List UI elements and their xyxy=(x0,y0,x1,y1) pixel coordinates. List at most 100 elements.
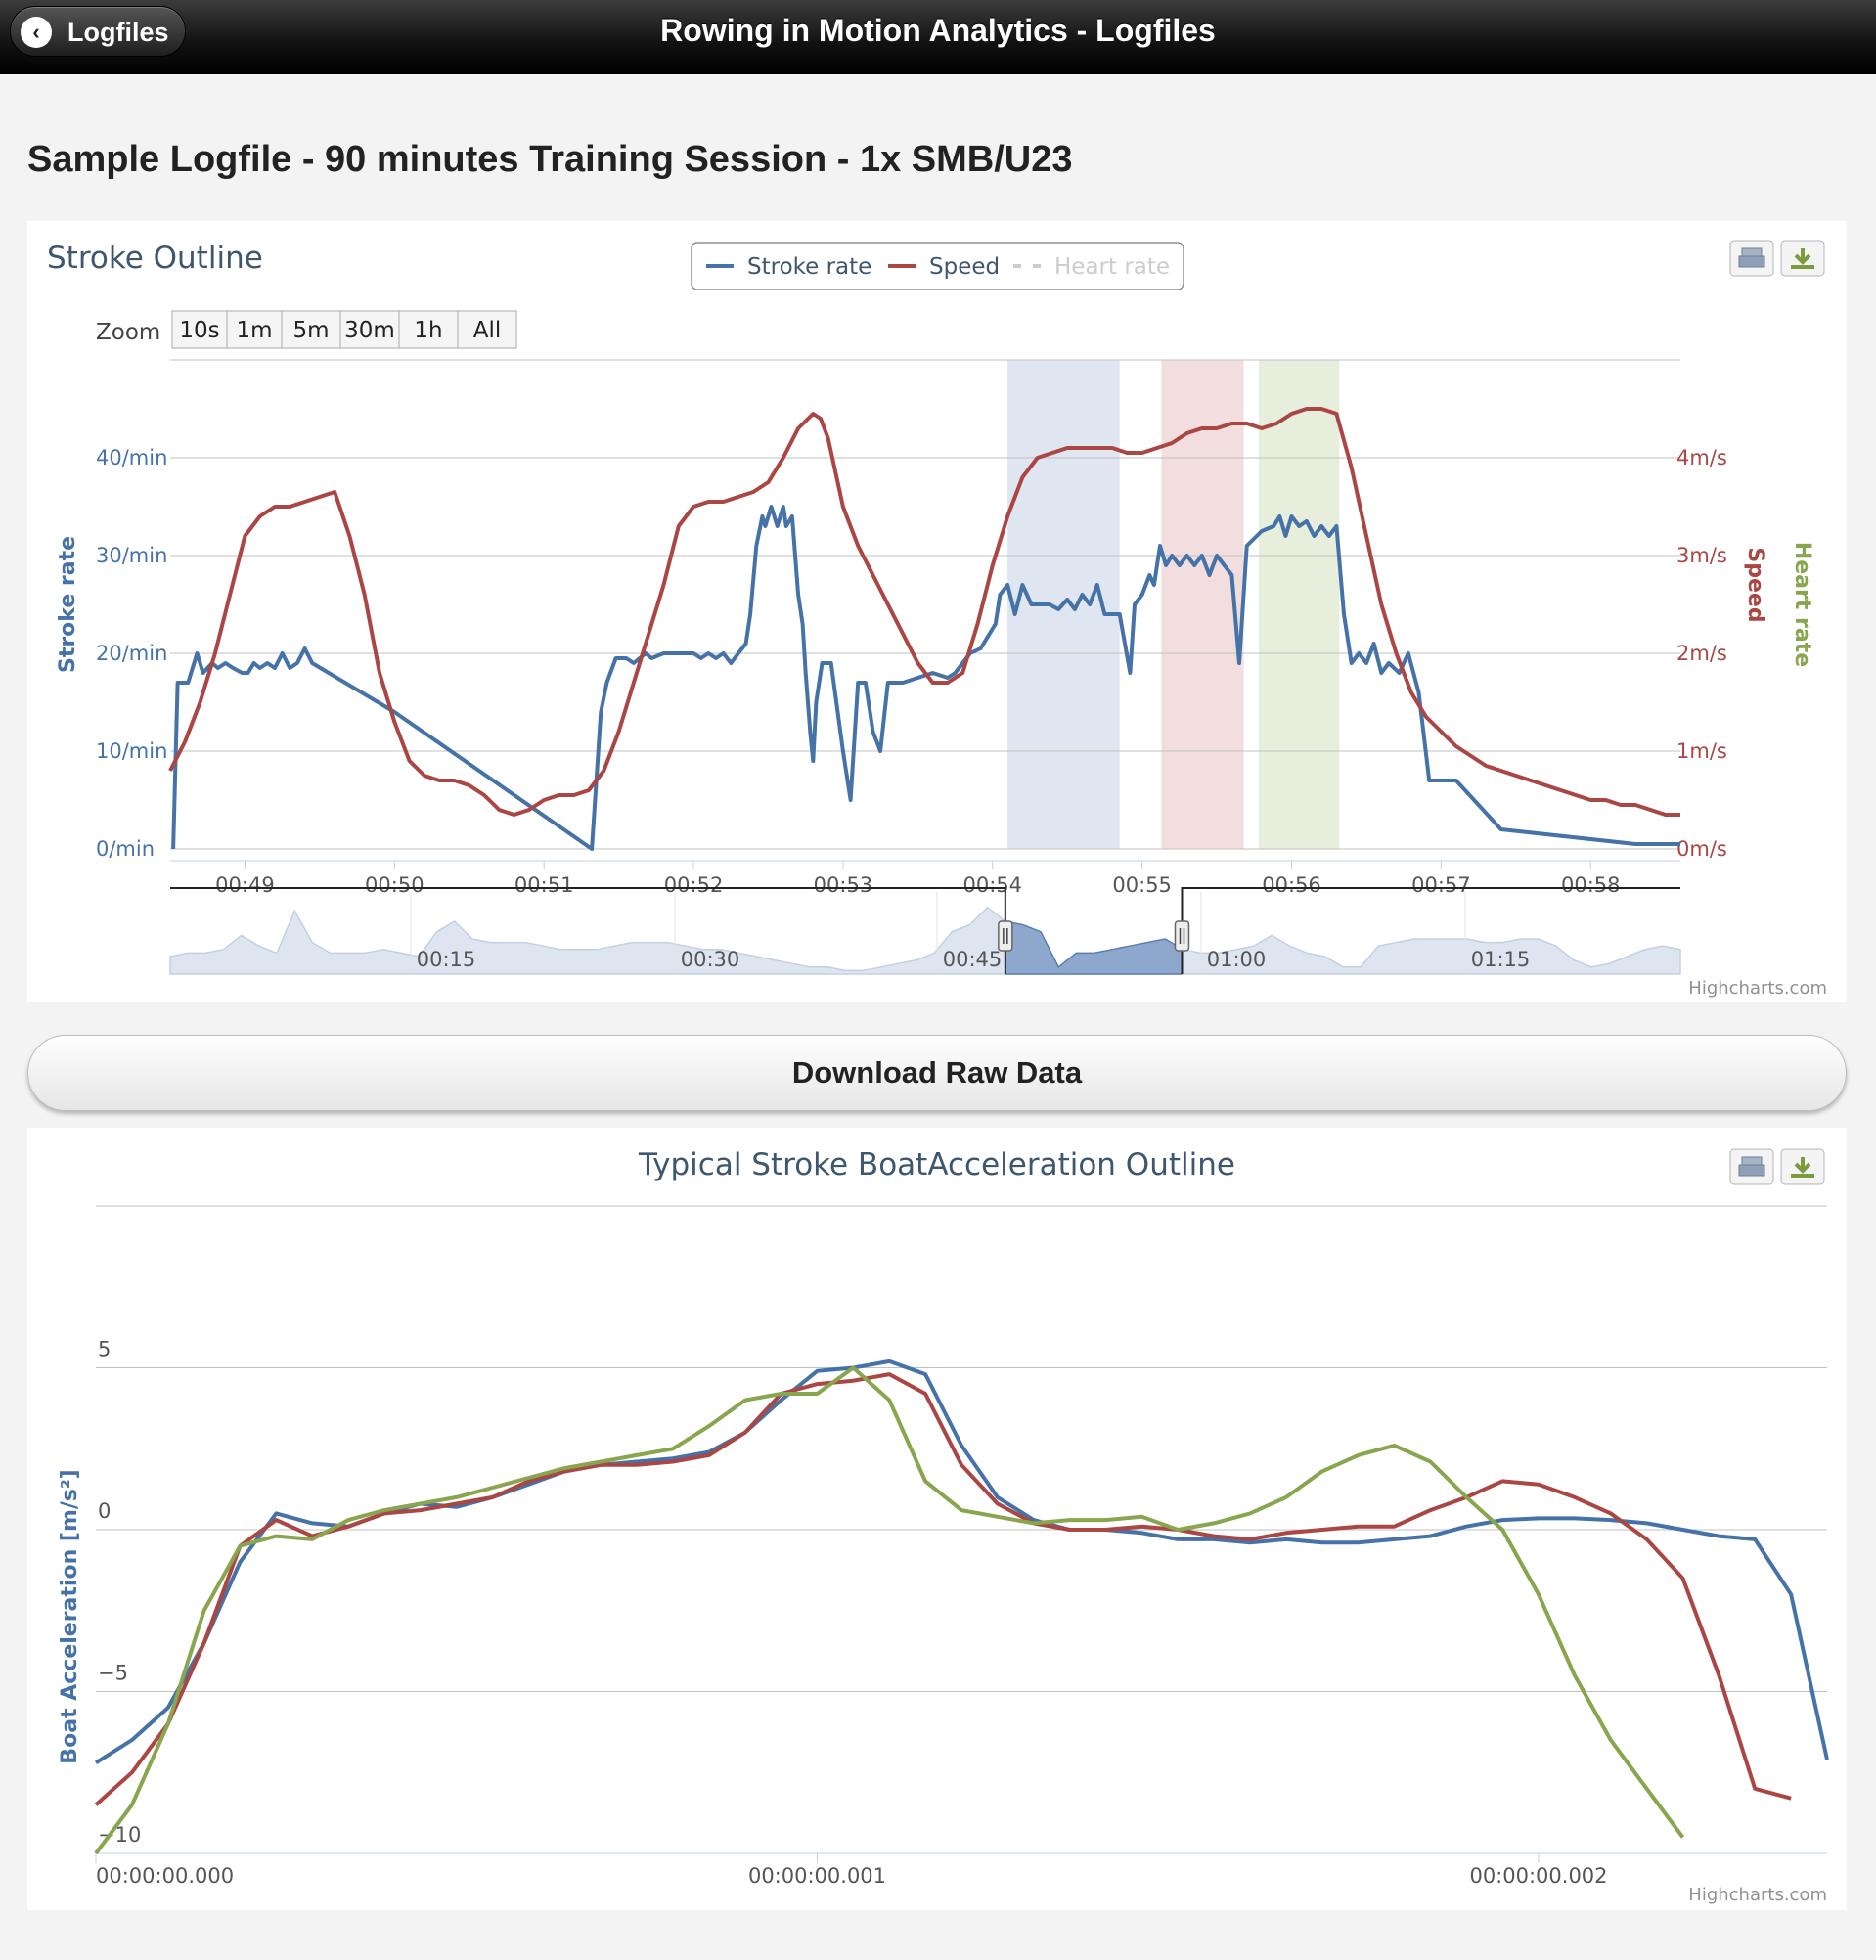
navigator-series xyxy=(169,906,1681,975)
x-tick-label: 00:00:00.002 xyxy=(1469,1864,1607,1888)
y-left-tick-label: 20/min xyxy=(96,642,167,665)
x-tick-label: 00:00:00.001 xyxy=(748,1864,886,1888)
chart-title: Typical Stroke BoatAcceleration Outline xyxy=(638,1147,1235,1182)
legend-item-heart-rate[interactable]: Heart rate xyxy=(1054,254,1170,280)
x-tick-label: 00:56 xyxy=(1262,873,1321,897)
series-line-stroke-rate xyxy=(171,505,1680,851)
y-axis-title: Boat Acceleration [m/s²] xyxy=(58,1469,82,1763)
zoom-button-1h[interactable]: 1h xyxy=(398,310,459,349)
navigator-tick-label: 00:15 xyxy=(417,948,476,971)
x-tick-label: 00:49 xyxy=(215,873,275,897)
zoom-button-label[interactable]: 5m xyxy=(292,318,329,343)
navigator-selected-area xyxy=(1005,920,1183,975)
page-title: Sample Logfile - 90 minutes Training Ses… xyxy=(27,139,1073,180)
print-icon xyxy=(1741,247,1763,257)
y-right-tick-label: 4m/s xyxy=(1676,446,1727,469)
print-icon xyxy=(1741,1156,1763,1166)
zoom-button-label[interactable]: 30m xyxy=(344,318,395,343)
handle-lines[interactable] xyxy=(1179,928,1185,944)
zoom-button-bg[interactable] xyxy=(226,310,283,349)
y-left-tick-label: 40/min xyxy=(96,446,167,469)
y-right-tick-label: 0m/s xyxy=(1676,837,1727,861)
back-button-label: Logfiles xyxy=(67,18,169,47)
handle-grip[interactable] xyxy=(998,920,1013,952)
y-right-axis-title: Speed xyxy=(1743,547,1767,622)
zoom-button-label[interactable]: 10s xyxy=(179,318,219,343)
chevron-left-icon: ‹ xyxy=(21,17,52,48)
x-tick-label: 00:57 xyxy=(1411,873,1471,897)
print-icon-body xyxy=(1738,255,1765,268)
series-line-3 xyxy=(94,1365,1685,1855)
y-left-tick-label: 10/min xyxy=(96,739,167,763)
zoom-button-10s[interactable]: 10s xyxy=(171,310,228,349)
legend-item-speed[interactable]: Speed xyxy=(929,254,1000,280)
y-left-tick-label: 30/min xyxy=(96,544,167,567)
zoom-button-bg[interactable] xyxy=(398,310,459,349)
download-raw-data-button[interactable]: Download Raw Data xyxy=(27,1035,1847,1111)
boat-acceleration-chart: −10 −5 0 5 00:00:00.000 00:00:00.001 00:00:00.… xyxy=(27,1128,1847,1910)
x-tick-label: 00:54 xyxy=(963,873,1023,897)
handle-lines[interactable] xyxy=(1003,928,1008,944)
download-icon xyxy=(1794,1157,1811,1174)
download-icon-base xyxy=(1791,1174,1814,1178)
back-button[interactable]: ‹ Logfiles xyxy=(10,6,186,57)
y-tick-label: 0 xyxy=(98,1499,111,1523)
highcharts-credits[interactable]: Highcharts.com xyxy=(1688,1885,1827,1905)
x-tick-label: 00:51 xyxy=(514,873,574,897)
x-tick-label: 00:00:00.000 xyxy=(96,1864,234,1888)
download-button[interactable] xyxy=(1780,1148,1825,1185)
y-right-tick-label: 3m/s xyxy=(1676,544,1727,567)
navigator-tick-label: 00:30 xyxy=(681,948,740,971)
download-icon xyxy=(1794,248,1811,265)
zoom-button-all[interactable]: All xyxy=(457,310,517,349)
y-left-tick-label: 0/min xyxy=(96,837,155,861)
zoom-button-bg[interactable] xyxy=(457,310,517,349)
x-tick-label: 00:58 xyxy=(1561,873,1621,897)
handle-grip[interactable] xyxy=(1174,920,1190,952)
series-line-2 xyxy=(94,1372,1792,1806)
chart-title: Stroke Outline xyxy=(47,241,263,276)
x-tick-label: 00:50 xyxy=(365,873,424,897)
top-bar: ‹ Logfiles Rowing in Motion Analytics - … xyxy=(0,0,1876,74)
zoom-button-1m[interactable]: 1m xyxy=(226,310,283,349)
zoom-button-label[interactable]: All xyxy=(473,318,502,343)
download-icon-base xyxy=(1791,265,1814,269)
zoom-label: Zoom xyxy=(96,320,160,345)
zoom-button-bg[interactable] xyxy=(339,310,400,349)
y-right-tick-label: 2m/s xyxy=(1676,642,1727,665)
zoom-button-30m[interactable]: 30m xyxy=(339,310,400,349)
plot-band-green xyxy=(1258,360,1340,849)
zoom-button-5m[interactable]: 5m xyxy=(281,310,341,349)
print-button[interactable] xyxy=(1729,1148,1774,1185)
series-line-1 xyxy=(94,1359,1829,1764)
stroke-outline-svg: 0/min 10/min 20/min 30/min 40/min 0m/s 1m/s 2m/… xyxy=(47,240,1827,999)
zoom-button-bg[interactable] xyxy=(281,310,341,349)
download-button[interactable] xyxy=(1780,240,1825,277)
navigator-handle-left[interactable] xyxy=(998,920,1013,952)
app-title: Rowing in Motion Analytics - Logfiles xyxy=(660,13,1216,48)
print-icon-body xyxy=(1738,1164,1765,1177)
zoom-button-label[interactable]: 1h xyxy=(414,318,442,343)
navigator-handle-right[interactable] xyxy=(1174,920,1190,952)
navigator-tick-label: 01:15 xyxy=(1471,948,1531,971)
stroke-outline-chart: 0/min 10/min 20/min 30/min 40/min 0m/s 1m/s 2m/… xyxy=(27,221,1847,1002)
legend-item-stroke-rate[interactable]: Stroke rate xyxy=(747,254,871,280)
chart-legend: Stroke rate Speed Heart rate xyxy=(691,242,1184,290)
y-right-tick-label: 1m/s xyxy=(1676,739,1727,763)
legend-box xyxy=(691,242,1184,290)
zoom-button-bg[interactable] xyxy=(171,310,228,349)
print-button[interactable] xyxy=(1729,240,1774,277)
y-right2-axis-title: Heart rate xyxy=(1790,542,1814,667)
series-line-speed xyxy=(168,407,1680,817)
y-tick-label: −5 xyxy=(98,1662,128,1685)
navigator-tick-label: 01:00 xyxy=(1207,948,1267,971)
highcharts-credits[interactable]: Highcharts.com xyxy=(1688,978,1827,999)
y-tick-label: 5 xyxy=(98,1338,111,1361)
x-tick-label: 00:53 xyxy=(814,873,873,897)
zoom-button-label[interactable]: 1m xyxy=(236,318,272,343)
navigator-tick-label: 00:45 xyxy=(943,948,1003,971)
x-tick-label: 00:52 xyxy=(664,873,724,897)
x-tick-label: 00:55 xyxy=(1112,873,1172,897)
y-left-axis-title: Stroke rate xyxy=(56,536,80,673)
